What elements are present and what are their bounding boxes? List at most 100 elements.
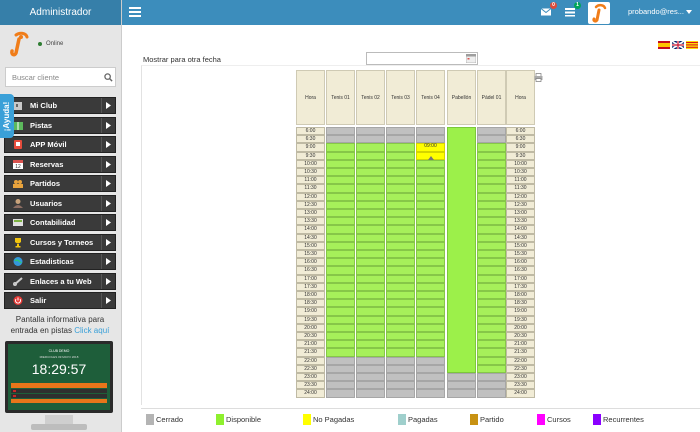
slot-closed[interactable] [477,135,506,144]
slot-available[interactable] [477,364,506,373]
slot-available[interactable] [356,348,385,357]
slot-available[interactable] [386,184,415,193]
slot-available[interactable] [326,143,355,152]
slot-available[interactable] [416,307,445,316]
flag-ca-icon[interactable] [686,41,698,49]
chevron-right-icon[interactable] [101,293,115,308]
slot-available[interactable] [326,332,355,341]
slot-available[interactable] [477,241,506,250]
slot-available[interactable] [477,168,506,177]
reservation-block[interactable]: 09:00 [416,143,445,160]
slot-available[interactable] [326,217,355,226]
menu-item-enlaces-web[interactable]: Enlaces a tu Web [4,272,116,290]
slot-closed[interactable] [477,127,506,136]
slot-available[interactable] [477,315,506,324]
slot-available[interactable] [386,291,415,300]
slot-available[interactable] [416,291,445,300]
slot-available[interactable] [356,225,385,234]
slot-available[interactable] [416,225,445,234]
chevron-right-icon[interactable] [101,98,115,113]
slot-available[interactable] [356,323,385,332]
slot-closed[interactable] [326,364,355,373]
menu-item-pistas[interactable]: Pistas [4,116,116,134]
slot-available[interactable] [477,192,506,201]
slot-closed[interactable] [477,373,506,382]
slot-closed[interactable] [447,373,476,382]
search-icon[interactable] [101,70,115,84]
slot-available[interactable] [356,291,385,300]
slot-available[interactable] [386,323,415,332]
slot-available[interactable] [416,323,445,332]
slot-available[interactable] [326,348,355,357]
slot-closed[interactable] [386,135,415,144]
slot-available[interactable] [326,282,355,291]
slot-available[interactable] [386,299,415,308]
slot-available[interactable] [356,299,385,308]
slot-closed[interactable] [386,381,415,390]
slot-available[interactable] [416,250,445,259]
slot-available[interactable] [356,200,385,209]
slot-available[interactable] [477,200,506,209]
slot-available[interactable] [326,315,355,324]
slot-available[interactable] [386,266,415,275]
slot-available[interactable] [326,209,355,218]
slot-closed[interactable] [326,373,355,382]
slot-closed[interactable] [326,127,355,136]
menu-item-reservas[interactable]: 12 Reservas [4,155,116,173]
slot-available[interactable] [386,200,415,209]
slot-available[interactable] [386,209,415,218]
slot-closed[interactable] [416,373,445,382]
slot-available[interactable] [356,340,385,349]
slot-available[interactable] [326,258,355,267]
slot-available[interactable] [416,299,445,308]
slot-available[interactable] [416,282,445,291]
slot-available[interactable] [326,307,355,316]
slot-available[interactable] [416,176,445,185]
slot-available[interactable] [326,168,355,177]
slot-available[interactable] [356,250,385,259]
slot-available[interactable] [477,209,506,218]
chevron-right-icon[interactable] [101,215,115,230]
slot-available[interactable] [477,151,506,160]
slot-closed[interactable] [416,356,445,365]
slot-closed[interactable] [386,356,415,365]
slot-available[interactable] [386,332,415,341]
slot-available[interactable] [416,258,445,267]
mail-icon[interactable]: 0 [540,2,557,17]
slot-closed[interactable] [326,356,355,365]
slot-available[interactable] [477,291,506,300]
slot-available[interactable] [386,143,415,152]
chevron-right-icon[interactable] [101,273,115,289]
slot-closed[interactable] [416,364,445,373]
slot-available[interactable] [326,184,355,193]
slot-available[interactable] [477,184,506,193]
chevron-right-icon[interactable] [101,176,115,191]
slot-available[interactable] [386,159,415,168]
slot-available[interactable] [416,315,445,324]
slot-available[interactable] [326,225,355,234]
date-input[interactable] [366,52,478,65]
slot-closed[interactable] [386,127,415,136]
slot-available[interactable] [477,250,506,259]
slot-closed[interactable] [356,381,385,390]
tasks-icon[interactable]: 1 [564,2,581,17]
slot-closed[interactable] [477,389,506,398]
slot-available[interactable] [356,168,385,177]
slot-available[interactable] [477,217,506,226]
slot-closed[interactable] [356,364,385,373]
flag-en-icon[interactable] [672,41,684,49]
calendar-picker-icon[interactable] [466,54,476,63]
slot-available[interactable] [477,332,506,341]
slot-available[interactable] [386,274,415,283]
slot-closed[interactable] [356,356,385,365]
menu-item-partidos[interactable]: Partidos [4,175,116,192]
slot-available[interactable] [386,250,415,259]
slot-closed[interactable] [326,381,355,390]
pabellon-available[interactable] [447,127,476,373]
slot-available[interactable] [416,209,445,218]
slot-available[interactable] [477,143,506,152]
slot-available[interactable] [477,307,506,316]
slot-available[interactable] [416,266,445,275]
slot-available[interactable] [356,241,385,250]
menu-item-app-movil[interactable]: APP Móvil [4,136,116,153]
